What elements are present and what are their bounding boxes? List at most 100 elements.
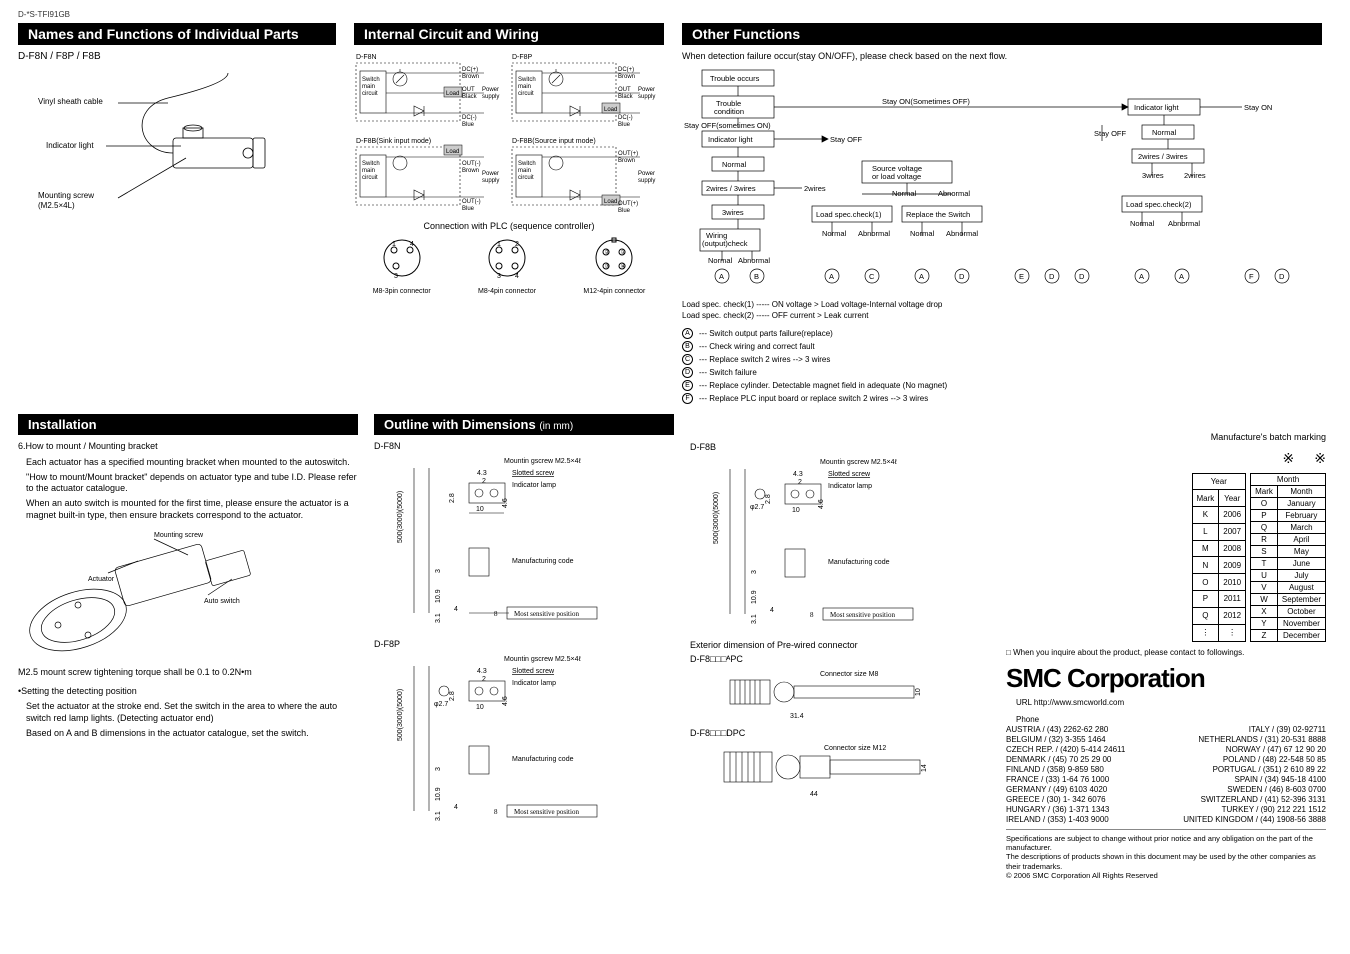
- svg-text:φ2.7: φ2.7: [434, 701, 448, 708]
- year-mark: P: [1192, 591, 1219, 608]
- year-val: 2009: [1219, 557, 1246, 574]
- phone-entry: BELGIUM / (32) 3-355 1464: [1006, 735, 1160, 745]
- svg-text:Switch: Switch: [518, 77, 536, 83]
- svg-text:3: 3: [435, 767, 442, 771]
- svg-text:3: 3: [751, 570, 758, 574]
- month-mark: W: [1251, 593, 1278, 605]
- legend-b: B--- Check wiring and correct fault: [682, 341, 1322, 352]
- svg-text:31.4: 31.4: [790, 713, 804, 720]
- svg-text:Stay OFF: Stay OFF: [1094, 129, 1127, 138]
- note-spec1: Load spec. check(1) ----- ON voltage > L…: [682, 300, 1322, 309]
- svg-text:Abnormal: Abnormal: [858, 229, 890, 238]
- label-screw-1: Mounting screw: [38, 191, 94, 200]
- circuit-f8p: D-F8P Switchmaincircuit DC(+)Brown OUTBl…: [510, 51, 658, 129]
- svg-text:circuit: circuit: [362, 91, 378, 97]
- svg-text:D: D: [1049, 272, 1055, 281]
- install-p1: Each actuator has a specified mounting b…: [26, 457, 358, 468]
- svg-text:10.9: 10.9: [751, 591, 758, 605]
- plc-title: Connection with PLC (sequence controller…: [354, 221, 664, 232]
- svg-text:Power: Power: [482, 171, 499, 177]
- svg-text:A: A: [919, 272, 924, 281]
- phone-entry: IRELAND / (353) 1-403 9000: [1006, 815, 1160, 825]
- svg-text:3.1: 3.1: [435, 613, 442, 623]
- circuit-f8b-sink: D-F8B(Sink input mode) Switchmaincircuit…: [354, 135, 502, 213]
- svg-text:Slotted screw: Slotted screw: [512, 668, 555, 675]
- year-mark: M: [1192, 540, 1219, 557]
- svg-text:main: main: [362, 168, 375, 174]
- label-f8p: D-F8P: [512, 54, 533, 61]
- year-val: 2010: [1219, 574, 1246, 591]
- batch-month-table: Month MarkMonth OJanuaryPFebruaryQMarchR…: [1250, 473, 1326, 642]
- legend-d: D--- Switch failure: [682, 367, 1322, 378]
- svg-text:Black: Black: [618, 94, 634, 100]
- svg-text:supply: supply: [638, 94, 655, 100]
- svg-text:Normal: Normal: [822, 229, 847, 238]
- svg-text:8: 8: [494, 610, 498, 618]
- phone-entry: SPAIN / (34) 945-18 4100: [1172, 775, 1326, 785]
- svg-text:④: ④: [621, 263, 626, 270]
- phone-entry: DENMARK / (45) 70 25 29 00: [1006, 755, 1160, 765]
- svg-text:①: ①: [621, 249, 626, 256]
- svg-text:supply: supply: [638, 178, 655, 184]
- svg-text:2: 2: [482, 478, 486, 485]
- svg-text:A: A: [1139, 272, 1144, 281]
- svg-text:3: 3: [435, 569, 442, 573]
- svg-text:Brown: Brown: [462, 168, 479, 174]
- spec-note-1: Specifications are subject to change wit…: [1006, 834, 1326, 853]
- svg-text:500(3000)(5000): 500(3000)(5000): [397, 491, 404, 543]
- year-val: 2006: [1219, 507, 1246, 524]
- part-diagram: Vinyl sheath cable Indicator light Mount…: [18, 68, 318, 268]
- phone-entry: HUNGARY / (36) 1-371 1343: [1006, 805, 1160, 815]
- svg-text:Normal: Normal: [1152, 128, 1177, 137]
- svg-text:3.1: 3.1: [751, 614, 758, 624]
- phone-columns: AUSTRIA / (43) 2262-62 280BELGIUM / (32)…: [1006, 725, 1326, 825]
- svg-text:condition: condition: [714, 107, 744, 116]
- svg-text:500(3000)(5000): 500(3000)(5000): [713, 492, 720, 544]
- svg-text:8: 8: [810, 611, 814, 619]
- svg-text:8: 8: [494, 808, 498, 816]
- svg-text:Power: Power: [638, 87, 655, 93]
- svg-text:Blue: Blue: [618, 208, 631, 213]
- col-batch: Manufacture's batch marking ※ ※ Year Mar…: [1006, 414, 1326, 880]
- svg-text:Mountin gscrew M2.5×4ℓ: Mountin gscrew M2.5×4ℓ: [820, 459, 898, 466]
- svg-text:Load spec.check(1): Load spec.check(1): [816, 210, 882, 219]
- svg-text:4: 4: [515, 273, 519, 280]
- connector-m8: Connector size M8 31.4 10: [690, 666, 950, 722]
- month-val: August: [1277, 581, 1325, 593]
- label-autoswitch: Auto switch: [204, 598, 240, 605]
- svg-text:OUT(-): OUT(-): [462, 161, 481, 167]
- svg-text:D: D: [1279, 272, 1285, 281]
- phone-entry: NORWAY / (47) 67 12 90 20: [1172, 745, 1326, 755]
- batch-symbol-2: ※: [1314, 450, 1326, 467]
- month-mark: X: [1251, 605, 1278, 617]
- note-spec2: Load spec. check(2) ----- OFF current > …: [682, 311, 1322, 320]
- svg-text:DC(+): DC(+): [618, 67, 634, 73]
- svg-text:500(3000)(5000): 500(3000)(5000): [397, 689, 404, 741]
- svg-text:Switch: Switch: [518, 161, 536, 167]
- svg-text:4.6: 4.6: [502, 498, 509, 508]
- month-mark: V: [1251, 581, 1278, 593]
- smc-logo: SMC Corporation: [1006, 663, 1326, 694]
- svg-text:Abnormal: Abnormal: [946, 229, 978, 238]
- svg-text:4: 4: [454, 804, 458, 811]
- svg-text:A: A: [1179, 272, 1184, 281]
- svg-text:4: 4: [770, 607, 774, 614]
- svg-text:Trouble occurs: Trouble occurs: [710, 74, 760, 83]
- svg-text:main: main: [518, 168, 531, 174]
- label-mounting: Mounting screw: [154, 532, 204, 539]
- phone-entry: FRANCE / (33) 1-64 76 1000: [1006, 775, 1160, 785]
- circuit-f8n: D-F8N Switchmaincircuit DC(+)Brown Load …: [354, 51, 502, 129]
- svg-text:Connector size M8: Connector size M8: [820, 671, 878, 678]
- svg-text:supply: supply: [482, 178, 499, 184]
- svg-text:Switch: Switch: [362, 77, 380, 83]
- svg-text:Brown: Brown: [618, 74, 635, 80]
- phone-entry: FINLAND / (358) 9-859 580: [1006, 765, 1160, 775]
- section-title-install: Installation: [18, 414, 358, 435]
- phone-entry: GERMANY / (49) 6103 4020: [1006, 785, 1160, 795]
- label-indicator: Indicator light: [46, 141, 94, 150]
- svg-text:D: D: [959, 272, 965, 281]
- bottom-row: Installation 6.How to mount / Mounting b…: [18, 414, 1332, 880]
- m8-4pin-label: M8-4pin connector: [478, 288, 536, 295]
- svg-text:10: 10: [476, 704, 484, 711]
- section-title-other: Other Functions: [682, 23, 1322, 45]
